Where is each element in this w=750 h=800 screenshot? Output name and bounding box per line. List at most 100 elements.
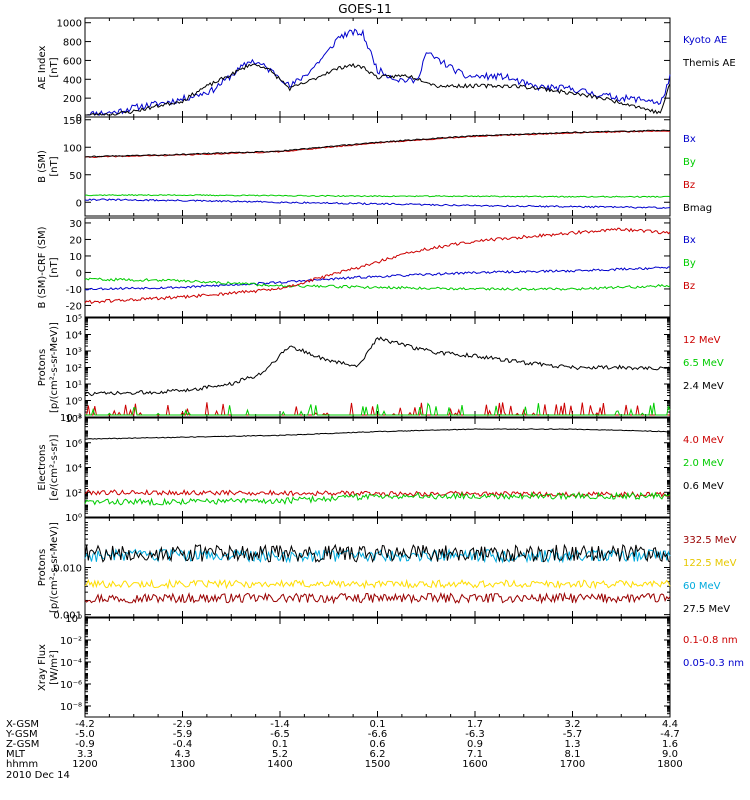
x-tick-label: -1.4 xyxy=(270,719,290,730)
x-tick-label: 1.7 xyxy=(467,719,483,730)
x-tick-label: -4.2 xyxy=(75,719,95,730)
x-tick-label: -0.9 xyxy=(75,739,95,750)
y-tick-label: 10² xyxy=(65,364,82,375)
x-tick-label: -4.7 xyxy=(660,729,680,740)
y-tick-label: 10¹ xyxy=(65,380,82,391)
x-tick-label: -6.6 xyxy=(368,729,388,740)
y-tick-label: 30 xyxy=(69,219,82,230)
y-tick-label: 50 xyxy=(69,171,82,182)
row-label: Z-GSM xyxy=(6,739,39,750)
y-tick-label: 20 xyxy=(69,235,82,246)
x-tick-label: 1700 xyxy=(560,759,585,770)
y-tick-label: 10³ xyxy=(65,347,82,358)
series-line-bx xyxy=(84,266,671,291)
legend-bz: Bz xyxy=(683,180,695,191)
x-tick-label: -0.4 xyxy=(173,739,193,750)
series-line-0-6-mev xyxy=(84,428,671,440)
x-tick-label: -5.0 xyxy=(75,729,95,740)
y-tick-label: 600 xyxy=(63,56,82,67)
legend-0-6-mev: 0.6 MeV xyxy=(683,481,724,492)
x-tick-label: 0.1 xyxy=(272,739,288,750)
y-axis-label: B (SM)-CRF (SM) xyxy=(37,226,48,308)
series-line-27-5-mev xyxy=(84,543,671,564)
legend-27-5-mev: 27.5 MeV xyxy=(683,604,730,615)
figure-title: GOES-11 xyxy=(338,2,392,16)
panel-frame xyxy=(84,17,671,118)
x-tick-label: 1.3 xyxy=(565,739,581,750)
x-tick-label: 1800 xyxy=(657,759,682,770)
x-tick-label: 3.3 xyxy=(77,749,93,760)
y-tick-label: -10 xyxy=(66,285,82,296)
panel-electrons: 10⁰ 10² 10⁴ 10⁶ 10⁸ Electrons [e/(cm²-s-sr)] 4.… xyxy=(37,414,724,524)
y-axis-label: [nT] xyxy=(49,57,60,77)
y-axis-label: [e/(cm²-s-sr)] xyxy=(49,434,60,500)
series-line-2-0-mev xyxy=(84,491,671,507)
legend-0-05-0-3-nm: 0.05-0.3 nm xyxy=(683,658,744,669)
y-tick-label: 1000 xyxy=(57,19,82,30)
y-tick-label: 10² xyxy=(65,488,82,499)
series-line-122-5-mev xyxy=(84,578,671,590)
panel-bdiff: -20 -10 0 10 20 30 B (SM)-CRF (SM) [nT] Bx By Bz xyxy=(37,217,696,318)
legend-12-mev: 12 MeV xyxy=(683,335,721,346)
series-line-by xyxy=(84,194,671,198)
y-tick-label: 10⁻² xyxy=(60,636,82,647)
legend-122-5-mev: 122.5 MeV xyxy=(683,558,737,569)
y-tick-label: 10⁵ xyxy=(65,314,82,325)
row-label: Y-GSM xyxy=(5,729,38,740)
legend-by: By xyxy=(683,157,696,168)
legend-themis-ae: Themis AE xyxy=(682,58,736,69)
y-axis-label: [p/(cm²-s-sr-MeV)] xyxy=(49,522,60,613)
y-axis-label: [nT] xyxy=(49,156,60,176)
y-tick-label: 10 xyxy=(69,252,82,263)
series-line-6-5-mev xyxy=(85,402,671,417)
legend-6-5-mev: 6.5 MeV xyxy=(683,358,724,369)
y-tick-label: 0.010 xyxy=(53,564,82,575)
panel-protons-high: 0.001 0.010 Protons [p/(cm²-s-sr-MeV)] 332.5… xyxy=(37,517,737,622)
y-tick-label: 10⁰ xyxy=(65,397,82,408)
panel-frame xyxy=(84,116,671,217)
x-tick-label: 6.2 xyxy=(370,749,386,760)
y-tick-label: 100 xyxy=(63,143,82,154)
legend-by: By xyxy=(683,258,696,269)
y-tick-label: 10⁶ xyxy=(65,439,82,450)
legend-4-0-mev: 4.0 MeV xyxy=(683,435,724,446)
x-tick-label: 9.0 xyxy=(662,749,678,760)
y-tick-label: 10⁻⁶ xyxy=(60,680,82,691)
panel-xray: 10⁻⁸ 10⁻⁶ 10⁻⁴ 10⁻² 10⁰ Xray Flux [W/m²] 0.1-0.… xyxy=(37,614,744,718)
panel-ae: 0 200 400 600 800 1000 AE Index [nT] Kyoto AE The… xyxy=(37,17,736,124)
y-tick-label: 10⁴ xyxy=(65,331,82,342)
series-line-bx xyxy=(84,198,671,209)
x-tick-label: 1400 xyxy=(267,759,292,770)
y-axis-label: [p/(cm²-s-sr-MeV)] xyxy=(49,322,60,413)
x-tick-label: 8.1 xyxy=(565,749,581,760)
x-tick-label: 0.9 xyxy=(467,739,483,750)
x-tick-label: 1300 xyxy=(170,759,195,770)
y-tick-label: 10⁰ xyxy=(65,513,82,524)
y-tick-label: 150 xyxy=(63,116,82,127)
legend-kyoto-ae: Kyoto AE xyxy=(683,35,727,46)
y-axis-label: [W/m²] xyxy=(49,650,60,685)
y-axis-label: Protons xyxy=(37,349,48,386)
series-line-kyoto-ae xyxy=(85,28,671,117)
series-line-by xyxy=(84,277,671,291)
x-tick-label: -6.3 xyxy=(465,729,485,740)
series-line-bz xyxy=(84,227,671,304)
x-tick-label: 7.1 xyxy=(467,749,483,760)
row-label: hhmm xyxy=(6,759,38,770)
y-tick-label: 10⁴ xyxy=(65,464,82,475)
x-tick-label: 1200 xyxy=(72,759,97,770)
y-tick-label: 0 xyxy=(76,198,82,209)
y-tick-label: -20 xyxy=(66,301,82,312)
series-line-2-4-mev xyxy=(84,336,671,397)
series-line-332-5-mev xyxy=(84,591,671,605)
x-tick-label: 1500 xyxy=(365,759,390,770)
series-line-60-mev xyxy=(84,548,671,564)
panel-frame xyxy=(84,617,671,718)
y-tick-label: 10⁸ xyxy=(65,414,82,425)
y-axis-label: B (SM) xyxy=(37,150,48,183)
legend-60-mev: 60 MeV xyxy=(683,581,721,592)
legend-bmag: Bmag xyxy=(683,203,712,214)
legend-2-0-mev: 2.0 MeV xyxy=(683,458,724,469)
y-axis-label: AE Index xyxy=(37,45,48,89)
y-tick-label: 800 xyxy=(63,38,82,49)
